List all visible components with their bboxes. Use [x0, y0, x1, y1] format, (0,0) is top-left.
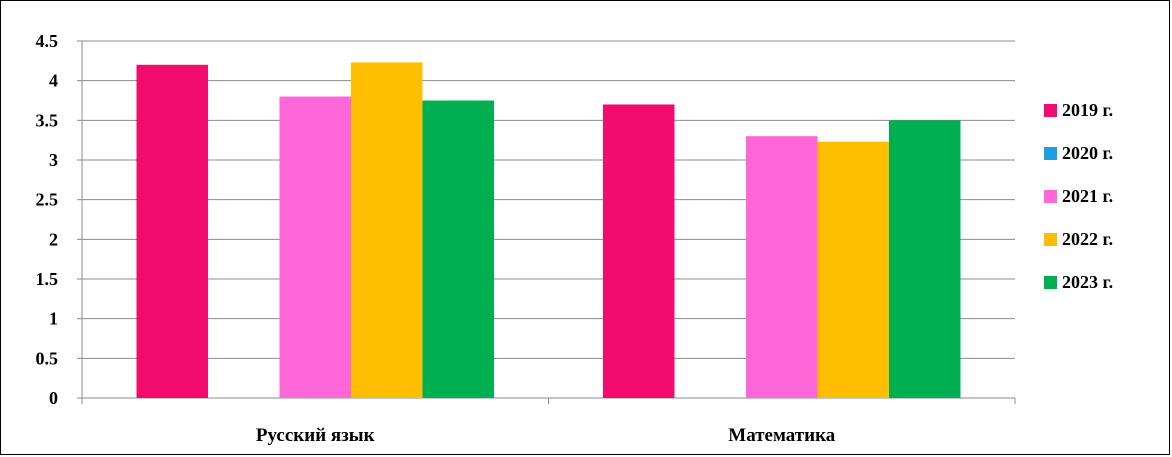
y-tick-label: 0 [49, 388, 58, 408]
y-tick-label: 2.5 [36, 190, 59, 210]
legend-swatch [1044, 146, 1057, 160]
bar [351, 62, 423, 399]
bar [603, 104, 675, 398]
legend-label: 2023 г. [1062, 271, 1114, 292]
legend-item: 2022 г. [1044, 229, 1113, 249]
y-tick-label: 4 [49, 71, 58, 91]
legend-swatch [1044, 189, 1057, 203]
legend-swatch [1044, 232, 1057, 246]
y-tick-label: 3.5 [36, 110, 59, 130]
bar [746, 136, 818, 398]
y-tick-label: 3 [49, 150, 58, 170]
bar [889, 120, 961, 398]
bar [422, 100, 494, 398]
bar [136, 64, 208, 399]
legend-label: 2019 г. [1062, 99, 1114, 120]
chart-legend: 2019 г. 2020 г. 2021 г. 2022 г. 2023 г. [1044, 100, 1113, 315]
bar [817, 141, 889, 398]
y-tick-label: 4.5 [36, 31, 59, 51]
legend-label: 2022 г. [1062, 228, 1114, 249]
y-tick-label: 1.5 [36, 269, 59, 289]
legend-swatch [1044, 275, 1057, 289]
legend-label: 2020 г. [1062, 142, 1114, 163]
bar [279, 96, 351, 399]
y-tick-label: 1 [49, 309, 58, 329]
legend-item: 2019 г. [1044, 100, 1113, 120]
x-category-label: Русский язык [256, 425, 375, 446]
legend-item: 2023 г. [1044, 272, 1113, 292]
y-tick-label: 2 [49, 229, 58, 249]
y-tick-label: 0.5 [36, 348, 59, 368]
legend-item: 2021 г. [1044, 186, 1113, 206]
legend-label: 2021 г. [1062, 185, 1114, 206]
legend-item: 2020 г. [1044, 143, 1113, 163]
x-category-label: Математика [728, 425, 835, 446]
legend-swatch [1044, 103, 1057, 117]
